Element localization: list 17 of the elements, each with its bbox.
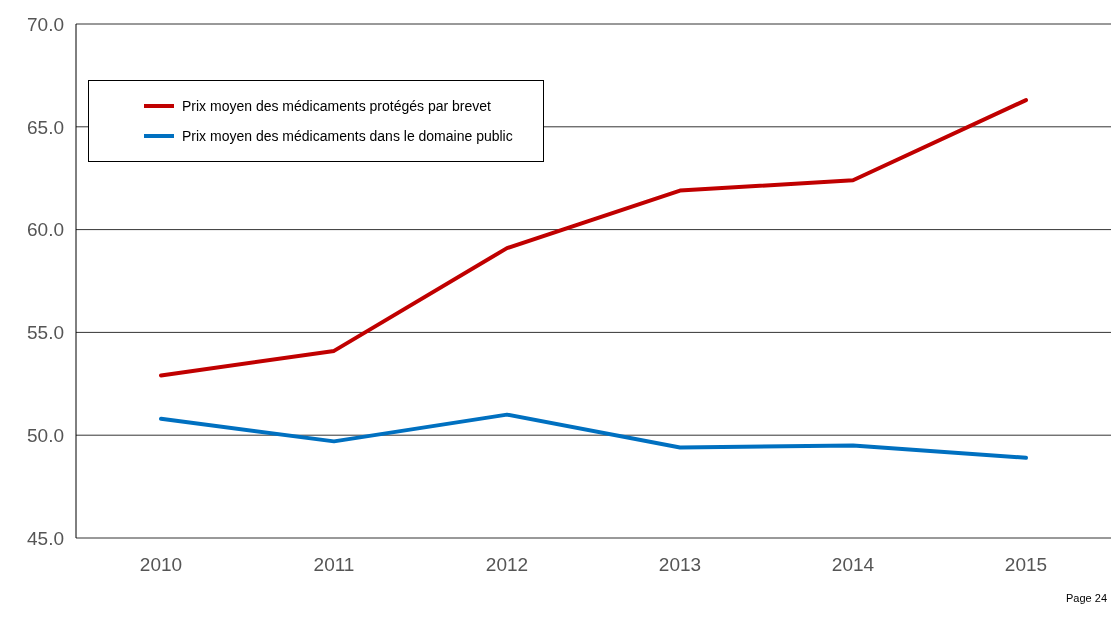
y-tick-label: 70.0: [27, 13, 64, 35]
x-tick-label: 2010: [139, 554, 183, 576]
y-tick-label: 55.0: [27, 322, 64, 344]
line-series: [159, 98, 1028, 378]
x-tick-label: 2015: [1004, 554, 1048, 576]
y-tick-label: 65.0: [27, 116, 64, 138]
x-tick-label: 2012: [485, 554, 529, 576]
y-tick-label: 45.0: [27, 527, 64, 549]
x-tick-label: 2014: [831, 554, 875, 576]
y-tick-label: 50.0: [27, 424, 64, 446]
legend-label: Prix moyen des médicaments dans le domaine public: [182, 127, 513, 146]
x-tick-label: 2013: [658, 554, 702, 576]
y-tick-label: 60.0: [27, 219, 64, 241]
legend-label: Prix moyen des médicaments protégés par brevet: [182, 97, 491, 116]
line-series: [159, 412, 1028, 460]
text: Page 24: [1066, 592, 1107, 604]
x-tick-label: 2011: [313, 554, 355, 576]
